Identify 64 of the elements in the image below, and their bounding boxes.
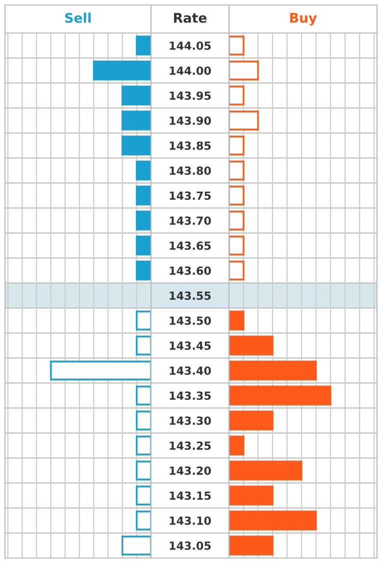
- bar: [136, 310, 151, 330]
- bar: [229, 186, 244, 206]
- bar: [136, 160, 151, 180]
- y-tick-label: 143.65: [170, 241, 211, 250]
- bar: [136, 410, 151, 430]
- y-tick-label: 143.70: [170, 216, 211, 225]
- bar: [136, 486, 151, 506]
- bar: [229, 210, 244, 230]
- y-tick-label: 143.45: [170, 341, 211, 350]
- bar: [229, 436, 244, 456]
- bar: [229, 460, 302, 480]
- chart-title: Sell: [65, 12, 91, 23]
- bar: [229, 360, 317, 380]
- bar: [136, 260, 151, 280]
- bar: [136, 336, 151, 356]
- bar: [229, 510, 317, 530]
- bar: [229, 386, 332, 406]
- bar: [229, 536, 274, 556]
- y-tick-label: 143.05: [170, 541, 211, 550]
- bar: [229, 260, 244, 280]
- chart-title: Buy: [290, 12, 317, 26]
- bar: [229, 310, 244, 330]
- bar: [229, 160, 244, 180]
- y-tick-label: 143.75: [170, 191, 211, 200]
- bar: [229, 486, 274, 506]
- bar: [93, 60, 151, 80]
- bar: [229, 136, 244, 156]
- bar: [229, 410, 274, 430]
- bar: [136, 236, 151, 256]
- y-tick-label: 143.20: [170, 466, 211, 475]
- bar: [136, 436, 151, 456]
- y-tick-label: 143.50: [170, 316, 211, 325]
- y-tick-label: 143.80: [170, 166, 211, 175]
- bar: [229, 236, 244, 256]
- bar: [136, 460, 151, 480]
- y-tick-label: 143.85: [170, 141, 211, 150]
- bar: [50, 360, 151, 380]
- y-tick-label: 143.25: [170, 441, 211, 450]
- y-tick-label: 143.55: [170, 291, 211, 300]
- bar: [136, 210, 151, 230]
- bar: [229, 60, 259, 80]
- y-tick-label: 143.40: [170, 366, 211, 375]
- bar: [122, 86, 151, 106]
- bar: [229, 86, 244, 106]
- bar: [136, 510, 151, 530]
- y-tick-label: 143.35: [170, 391, 211, 400]
- bar: [122, 536, 151, 556]
- bar: [229, 36, 244, 56]
- y-axis-title: Rate: [174, 13, 207, 23]
- bar: [136, 386, 151, 406]
- y-tick-label: 143.15: [170, 491, 211, 500]
- y-tick-label: 144.00: [170, 66, 211, 75]
- y-tick-label: 144.05: [170, 41, 211, 50]
- bar: [136, 186, 151, 206]
- bar: [229, 110, 259, 130]
- y-tick-label: 143.30: [170, 416, 211, 425]
- bar: [136, 36, 151, 56]
- y-tick-label: 143.10: [170, 516, 211, 525]
- bar: [122, 110, 151, 130]
- y-tick-label: 143.95: [170, 91, 211, 100]
- bar: [122, 136, 151, 156]
- y-tick-label: 143.90: [170, 116, 211, 125]
- y-tick-label: 143.60: [170, 266, 211, 275]
- bar: [229, 336, 274, 356]
